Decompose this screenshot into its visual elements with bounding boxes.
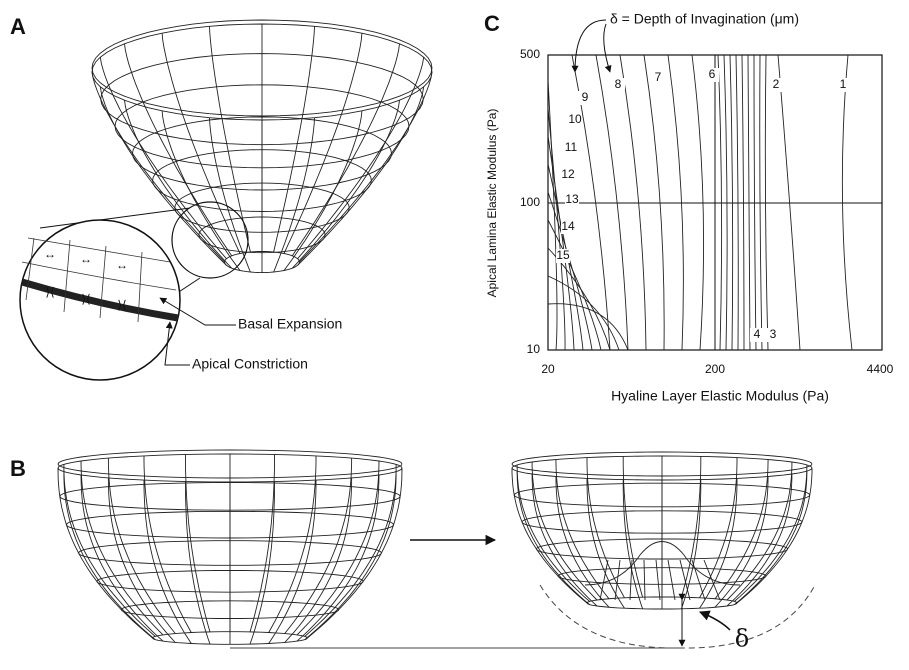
wire-meridian xyxy=(58,468,153,638)
wire-meridian xyxy=(269,456,316,633)
wire-meridian xyxy=(512,468,587,603)
wire-meridian xyxy=(162,111,240,271)
contour-label: 9 xyxy=(582,90,589,104)
annotation: Apical Constriction xyxy=(192,356,308,372)
panel-label: A xyxy=(10,14,26,39)
wire-meridian xyxy=(250,455,275,632)
wire-meridian xyxy=(517,471,590,604)
wire-meridian xyxy=(734,471,807,604)
wire-meridian xyxy=(108,478,175,643)
bump-rib xyxy=(600,560,608,600)
bump-rib xyxy=(668,560,675,600)
focus-circle xyxy=(172,202,248,278)
contour-label: 2 xyxy=(773,77,780,91)
bump-rib xyxy=(656,560,660,600)
wire-meridian xyxy=(556,460,609,599)
legend-leader xyxy=(604,24,610,72)
y-tick-label: 10 xyxy=(527,342,541,356)
x-tick-label: 200 xyxy=(705,362,725,376)
panel-label: B xyxy=(10,456,26,481)
contour-label: 3 xyxy=(770,327,777,341)
x-axis-label: Hyaline Layer Elastic Modulus (Pa) xyxy=(611,388,829,404)
wire-meridian xyxy=(186,455,211,632)
contour-label: 13 xyxy=(565,192,579,206)
wire-meridian xyxy=(556,477,609,608)
delta-pointer xyxy=(700,612,730,630)
legend-text: δ = Depth of Invagination (μm) xyxy=(610,11,799,27)
y-tick-label: 500 xyxy=(520,47,540,61)
bump-rib xyxy=(704,560,720,600)
contour-line xyxy=(548,220,601,350)
inset-arrow-glyph: ⟩⟨ xyxy=(45,285,54,299)
contour-label: 1 xyxy=(840,77,847,91)
wire-meridian xyxy=(284,111,362,271)
wire-meridian xyxy=(285,478,352,643)
wire-meridian xyxy=(700,478,738,608)
wire-meridian xyxy=(715,460,768,599)
contour-label: 7 xyxy=(655,70,662,84)
contour-label: 12 xyxy=(561,167,575,181)
figure: ↔↔↔⟩⟨⟩⟨⟩⟨5001001020200440012346789101112… xyxy=(0,0,909,670)
inset-arrow-glyph: ↔ xyxy=(44,247,56,261)
drawing-layer: ↔↔↔⟩⟨⟩⟨⟩⟨5001001020200440012346789101112… xyxy=(20,20,894,648)
wire-meridian xyxy=(210,118,251,272)
wire-meridian xyxy=(587,478,625,608)
panel-label: C xyxy=(484,11,500,36)
wire-meridian xyxy=(144,456,191,633)
y-tick-label: 100 xyxy=(520,195,540,209)
inset-arrow-glyph: ↔ xyxy=(116,258,128,272)
wire-meridian xyxy=(274,118,315,272)
bump-rib xyxy=(615,560,620,600)
x-tick-label: 20 xyxy=(541,362,555,376)
contour-label: 6 xyxy=(709,67,716,81)
contour-label: 10 xyxy=(568,112,582,126)
contour-label: 15 xyxy=(556,248,570,262)
delta-symbol: δ xyxy=(735,625,749,653)
contour-label: 8 xyxy=(615,77,622,91)
wire-meridian xyxy=(623,480,642,609)
contour-label: 4 xyxy=(754,327,761,341)
bump-rib xyxy=(692,560,705,600)
inset-arrow-glyph: ⟩⟨ xyxy=(117,298,126,312)
contour-label: 14 xyxy=(561,219,575,233)
bump-rib xyxy=(680,560,690,600)
wire-meridian xyxy=(737,468,812,603)
x-tick-label: 4400 xyxy=(867,362,894,376)
wire-meridian xyxy=(307,468,402,638)
wire-meridian xyxy=(715,477,768,608)
inset-arrow-glyph: ⟩⟨ xyxy=(81,292,90,306)
contour-line xyxy=(548,276,619,350)
inset-arrow-glyph: ↔ xyxy=(80,252,92,266)
bump-rib xyxy=(644,560,645,600)
wire-meridian xyxy=(681,480,700,609)
y-axis-label: Apical Lamina Elastic Modulus (Pa) xyxy=(485,109,499,298)
annotation: Basal Expansion xyxy=(238,316,342,332)
contour-label: 11 xyxy=(565,140,578,154)
leader xyxy=(165,322,190,365)
legend-leader xyxy=(575,20,606,72)
